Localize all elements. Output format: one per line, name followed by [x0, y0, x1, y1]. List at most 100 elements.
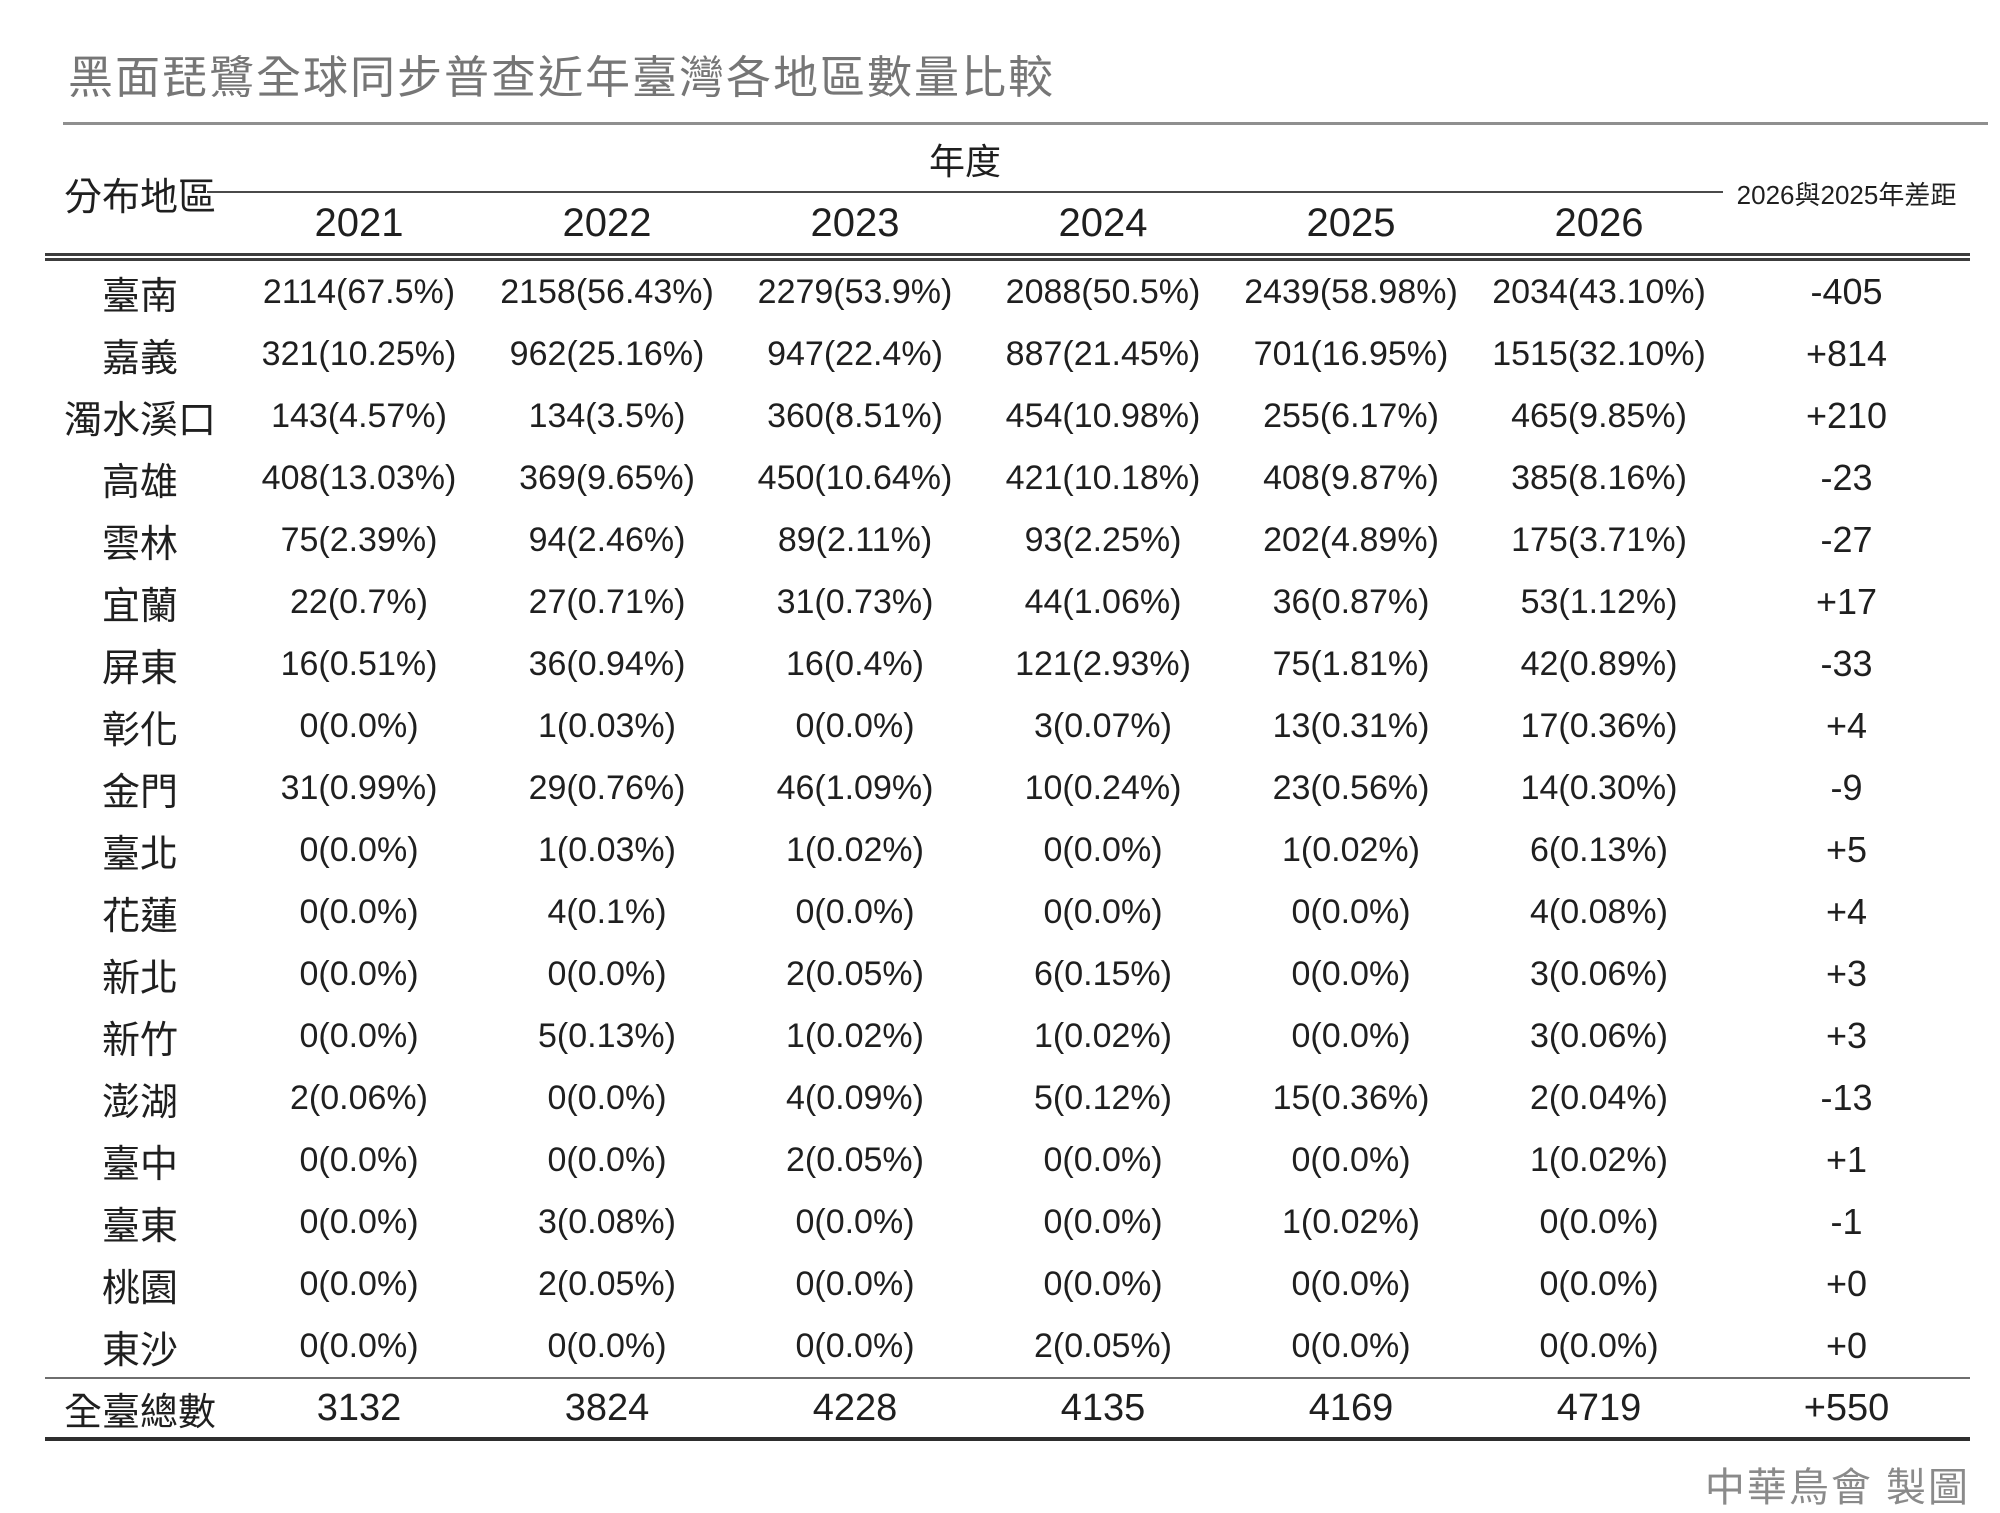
value-cell: 10(0.24%) [1024, 768, 1182, 807]
value-cell: 2439(58.98%) [1244, 272, 1458, 311]
table-header: 分布地區 年度 2021 2022 2023 2024 2025 2026 20… [45, 133, 1970, 261]
value-cell: 53(1.12%) [1520, 582, 1678, 621]
value-cell: 5(0.13%) [538, 1016, 676, 1055]
diff-cell: +17 [1815, 581, 1878, 622]
value-cell: 1(0.02%) [1282, 1202, 1420, 1241]
value-cell: 4169 [1308, 1386, 1394, 1429]
value-cell: 23(0.56%) [1272, 768, 1430, 807]
table-row: 臺北 0(0.0%) 1(0.03%) 1(0.02%) 0(0.0%) 1(0.02%)… [45, 819, 1970, 881]
value-cell: 0(0.0%) [1043, 1140, 1163, 1179]
diff-cell: -405 [1810, 271, 1883, 312]
value-cell: 2(0.05%) [1034, 1326, 1172, 1365]
value-cell: 2(0.05%) [538, 1264, 676, 1303]
value-cell: 6(0.15%) [1034, 954, 1172, 993]
column-header-year-2026: 2026 [1554, 200, 1644, 245]
region-cell: 高雄 [101, 461, 178, 504]
value-cell: 0(0.0%) [795, 1326, 915, 1365]
value-cell: 6(0.13%) [1530, 830, 1668, 869]
region-cell: 臺中 [101, 1143, 178, 1186]
value-cell: 15(0.36%) [1272, 1078, 1430, 1117]
region-cell: 宜蘭 [101, 585, 178, 628]
value-cell: 465(9.85%) [1511, 396, 1687, 435]
column-header-diff: 2026與2025年差距 [1736, 179, 1957, 210]
table-row: 嘉義 321(10.25%) 962(25.16%) 947(22.4%) 887(21… [45, 323, 1970, 385]
diff-cell: +210 [1805, 395, 1888, 436]
value-cell: 42(0.89%) [1520, 644, 1678, 683]
value-cell: 0(0.0%) [299, 1202, 419, 1241]
diff-cell: -27 [1820, 519, 1873, 560]
value-cell: 255(6.17%) [1263, 396, 1439, 435]
value-cell: 0(0.0%) [1291, 1326, 1411, 1365]
value-cell: 421(10.18%) [1005, 458, 1201, 497]
column-header-year-2021: 2021 [314, 200, 404, 245]
region-cell: 屏東 [101, 647, 178, 690]
region-cell: 臺南 [101, 275, 178, 318]
value-cell: 887(21.45%) [1005, 334, 1201, 373]
diff-cell: -33 [1820, 643, 1873, 684]
region-cell: 濁水溪口 [63, 399, 216, 442]
diff-cell: +0 [1825, 1263, 1868, 1304]
diff-cell: +3 [1825, 1015, 1868, 1056]
table-row: 東沙 0(0.0%) 0(0.0%) 0(0.0%) 2(0.05%) 0(0.0%) 0(… [45, 1315, 1970, 1377]
value-cell: 3824 [564, 1386, 650, 1429]
region-cell: 新竹 [101, 1019, 178, 1062]
region-cell: 金門 [101, 771, 178, 814]
value-cell: 31(0.73%) [776, 582, 934, 621]
value-cell: 0(0.0%) [795, 1202, 915, 1241]
value-cell: 947(22.4%) [767, 334, 943, 373]
diff-cell: +550 [1803, 1386, 1890, 1429]
table-body: 臺南 2114(67.5%) 2158(56.43%) 2279(53.9%) 2088… [45, 261, 1970, 1441]
value-cell: 0(0.0%) [795, 892, 915, 931]
value-cell: 701(16.95%) [1253, 334, 1449, 373]
value-cell: 2(0.05%) [786, 954, 924, 993]
value-cell: 16(0.51%) [280, 644, 438, 683]
value-cell: 2034(43.10%) [1492, 272, 1706, 311]
table-row: 澎湖 2(0.06%) 0(0.0%) 4(0.09%) 5(0.12%) 15(0.36… [45, 1067, 1970, 1129]
value-cell: 1(0.02%) [1530, 1140, 1668, 1179]
value-cell: 0(0.0%) [1291, 1264, 1411, 1303]
value-cell: 0(0.0%) [547, 1078, 667, 1117]
value-cell: 1(0.02%) [1034, 1016, 1172, 1055]
value-cell: 0(0.0%) [1291, 1140, 1411, 1179]
value-cell: 4(0.09%) [786, 1078, 924, 1117]
value-cell: 962(25.16%) [509, 334, 705, 373]
value-cell: 121(2.93%) [1015, 644, 1191, 683]
value-cell: 202(4.89%) [1263, 520, 1439, 559]
value-cell: 0(0.0%) [299, 1264, 419, 1303]
table-row: 臺東 0(0.0%) 3(0.08%) 0(0.0%) 0(0.0%) 1(0.02%) 0… [45, 1191, 1970, 1253]
value-cell: 360(8.51%) [767, 396, 943, 435]
diff-cell: +0 [1825, 1325, 1868, 1366]
value-cell: 0(0.0%) [299, 830, 419, 869]
value-cell: 14(0.30%) [1520, 768, 1678, 807]
region-cell: 東沙 [101, 1329, 178, 1372]
table-row: 花蓮 0(0.0%) 4(0.1%) 0(0.0%) 0(0.0%) 0(0.0%) 4(0… [45, 881, 1970, 943]
value-cell: 0(0.0%) [1043, 1264, 1163, 1303]
table-row: 高雄 408(13.03%) 369(9.65%) 450(10.64%) 421(10… [45, 447, 1970, 509]
region-cell: 臺東 [101, 1205, 178, 1248]
region-cell: 嘉義 [101, 337, 178, 380]
value-cell: 0(0.0%) [1291, 892, 1411, 931]
value-cell: 0(0.0%) [1539, 1326, 1659, 1365]
value-cell: 0(0.0%) [299, 1140, 419, 1179]
value-cell: 13(0.31%) [1272, 706, 1430, 745]
table-row: 臺南 2114(67.5%) 2158(56.43%) 2279(53.9%) 2088… [45, 261, 1970, 323]
value-cell: 454(10.98%) [1005, 396, 1201, 435]
value-cell: 46(1.09%) [776, 768, 934, 807]
column-header-region: 分布地區 [63, 176, 216, 219]
year-group-header: 年度 [207, 133, 1723, 193]
value-cell: 0(0.0%) [547, 954, 667, 993]
table-row: 雲林 75(2.39%) 94(2.46%) 89(2.11%) 93(2.25%) 20… [45, 509, 1970, 571]
diff-cell: -9 [1830, 767, 1863, 808]
region-cell: 桃園 [101, 1267, 178, 1310]
value-cell: 1(0.02%) [786, 1016, 924, 1055]
diff-cell: +5 [1825, 829, 1868, 870]
diff-cell: +4 [1825, 705, 1868, 746]
value-cell: 1(0.02%) [1282, 830, 1420, 869]
diff-cell: +3 [1825, 953, 1868, 994]
value-cell: 2114(67.5%) [262, 272, 456, 311]
value-cell: 44(1.06%) [1024, 582, 1182, 621]
table-row: 濁水溪口 143(4.57%) 134(3.5%) 360(8.51%) 454(10.… [45, 385, 1970, 447]
diff-cell: +814 [1805, 333, 1888, 374]
value-cell: 369(9.65%) [519, 458, 695, 497]
diff-cell: -23 [1820, 457, 1873, 498]
